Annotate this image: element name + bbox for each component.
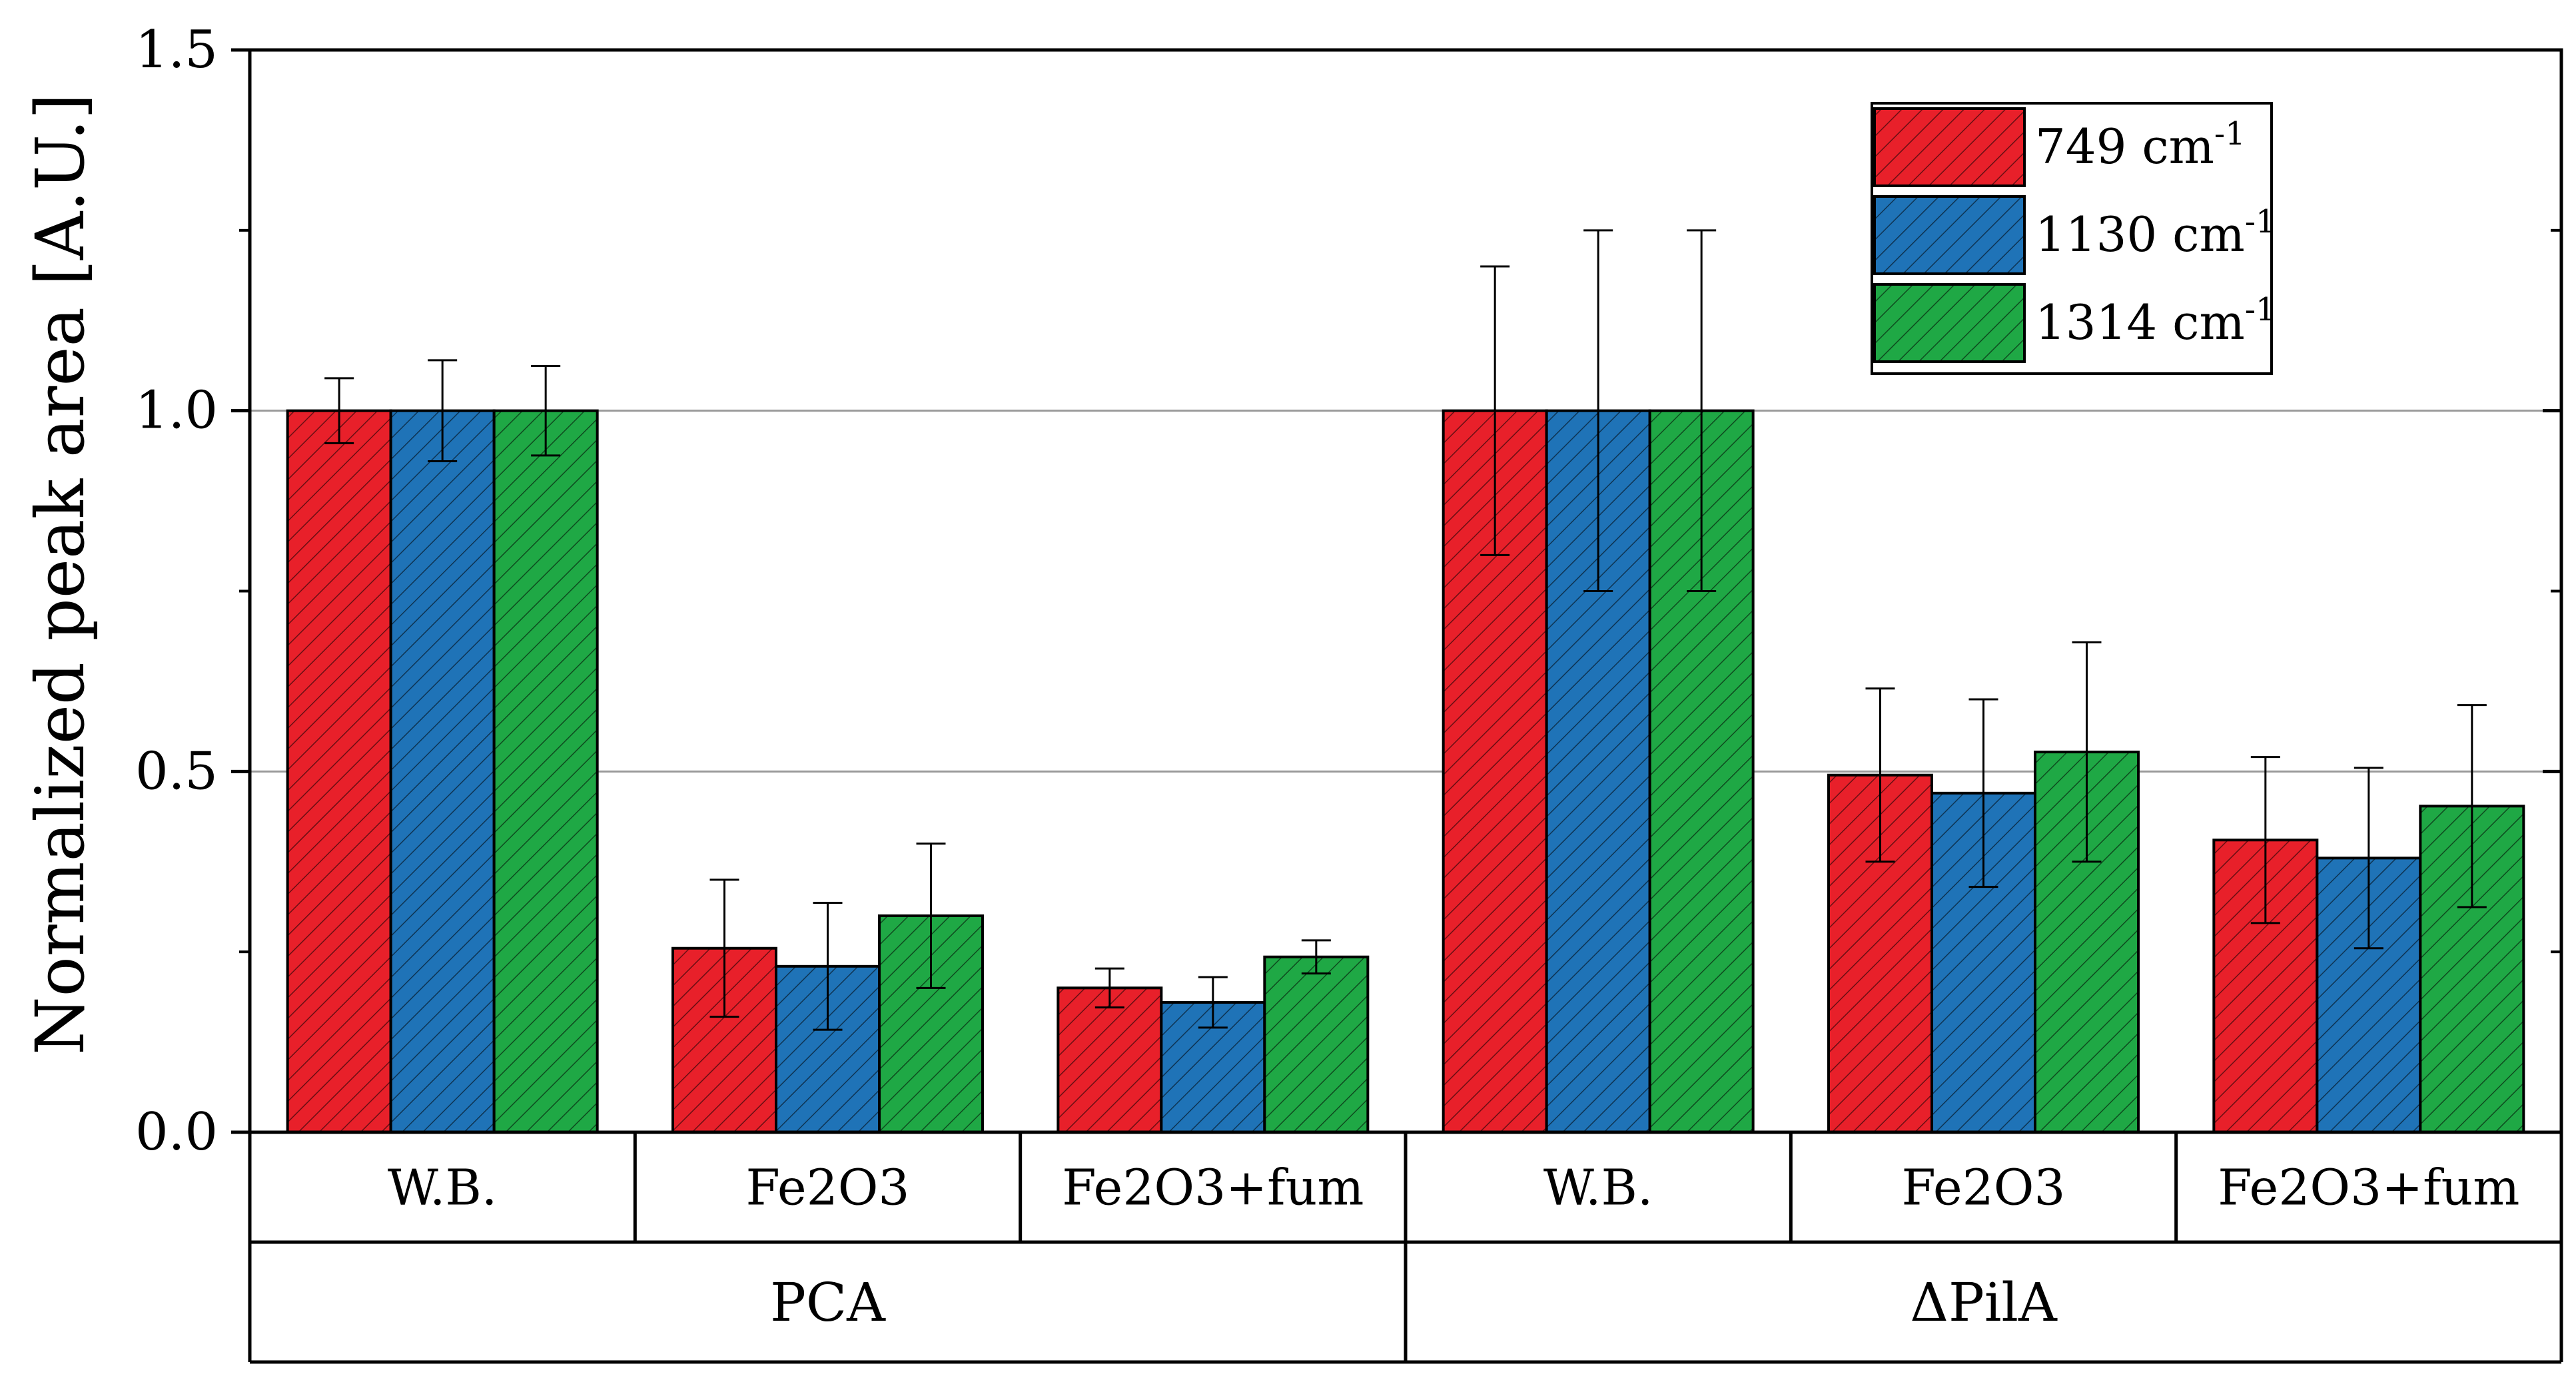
legend-label: 749 cm-1 — [2035, 115, 2246, 174]
legend-swatch — [1873, 283, 2026, 363]
axis-labels: 0.0 0.5 1.0 1.5 W.B. Fe2O3 Fe2O3+fum W.B. Fe2O3 F… — [135, 20, 2519, 1333]
x-group-label: ΔPilA — [1910, 1271, 2058, 1333]
x-category-label: Fe2O3 — [1902, 1160, 2066, 1217]
axes — [231, 48, 2563, 1364]
bars — [286, 409, 2525, 1134]
gridlines — [250, 410, 2561, 773]
y-tick-label: 1.5 — [135, 20, 218, 80]
bar — [286, 409, 392, 1134]
legend-superscript: -1 — [2245, 291, 2276, 328]
x-category-label: Fe2O3+fum — [1062, 1160, 1364, 1217]
x-category-label: Fe2O3+fum — [2218, 1160, 2519, 1217]
x-category-label: W.B. — [388, 1160, 498, 1217]
legend-swatch — [1873, 195, 2026, 275]
legend-swatch — [1873, 107, 2026, 187]
legend: 749 cm-1 1130 cm-1 1314 cm-1 — [1871, 102, 2276, 375]
bar — [1263, 955, 1370, 1134]
legend-label: 1314 cm-1 — [2035, 291, 2276, 350]
x-category-label: W.B. — [1543, 1160, 1653, 1217]
y-tick-label: 0.0 — [135, 1102, 218, 1162]
legend-superscript: -1 — [2214, 115, 2246, 153]
legend-label: 1130 cm-1 — [2035, 203, 2276, 262]
y-tick-label: 1.0 — [135, 381, 218, 441]
x-category-label: Fe2O3 — [746, 1160, 910, 1217]
bar — [492, 409, 599, 1134]
legend-superscript: -1 — [2245, 203, 2276, 240]
error-bars — [324, 229, 2487, 1031]
bar — [389, 409, 496, 1134]
y-axis-title: Normalized peak area [A.U.] — [21, 93, 99, 1055]
x-group-label: PCA — [770, 1271, 886, 1333]
y-tick-label: 0.5 — [135, 741, 218, 801]
bar — [1057, 986, 1163, 1134]
